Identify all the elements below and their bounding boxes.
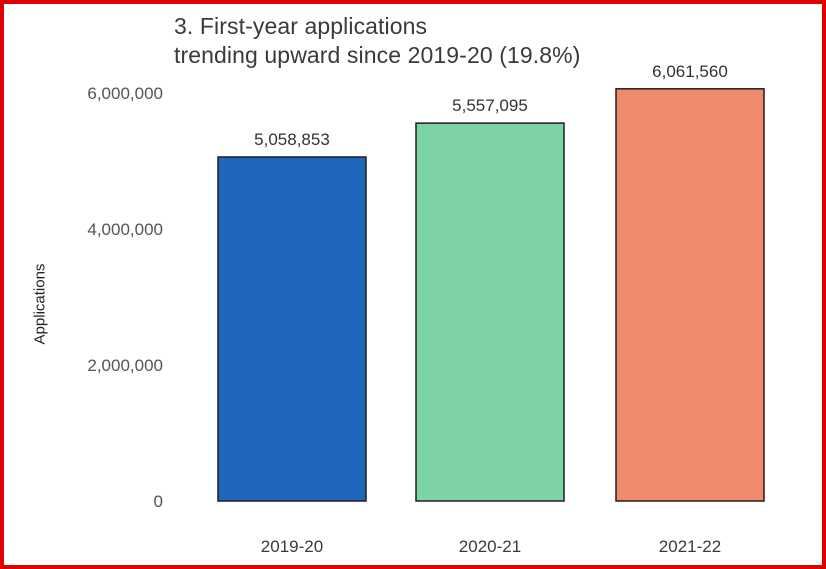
bar-value-label: 5,557,095 <box>452 96 528 115</box>
x-tick-label: 2019-20 <box>261 537 323 556</box>
x-tick-label: 2021-22 <box>659 537 721 556</box>
y-tick-label: 2,000,000 <box>87 356 163 375</box>
y-tick-label: 6,000,000 <box>87 84 163 103</box>
y-tick-label: 0 <box>154 492 163 511</box>
bar <box>615 88 765 502</box>
y-tick-label: 4,000,000 <box>87 220 163 239</box>
bar <box>217 156 367 502</box>
chart-title: 3. First-year applications <box>174 13 428 39</box>
bar <box>415 122 565 502</box>
bar-value-label: 6,061,560 <box>652 62 728 81</box>
chart-subtitle: trending upward since 2019-20 (19.8%) <box>174 42 581 68</box>
chart-title-block: 3. First-year applications trending upwa… <box>174 12 580 70</box>
x-tick-label: 2020-21 <box>459 537 521 556</box>
bar-value-label: 5,058,853 <box>254 130 330 149</box>
